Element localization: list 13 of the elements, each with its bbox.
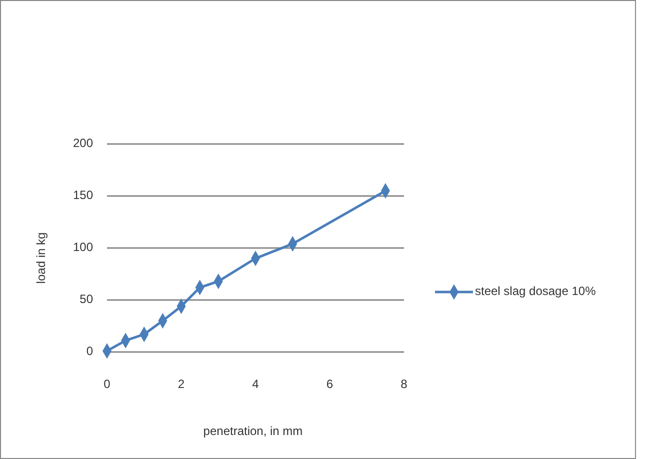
y-tick-label: 50 [80,292,94,306]
y-tick-label: 100 [72,240,94,254]
y-tick-label: 0 [86,344,94,358]
legend-label: steel slag dosage 10% [475,284,596,298]
x-tick-label: 2 [178,377,185,391]
x-tick-label: 4 [252,377,260,391]
x-tick-label: 6 [326,377,334,391]
y-axis-title: load in kg [34,232,48,284]
y-tick-label: 200 [72,136,94,150]
y-tick-label: 150 [72,188,94,202]
x-axis-title: penetration, in mm [203,424,303,438]
x-tick-label: 8 [400,377,408,391]
x-tick-label: 0 [104,377,111,391]
